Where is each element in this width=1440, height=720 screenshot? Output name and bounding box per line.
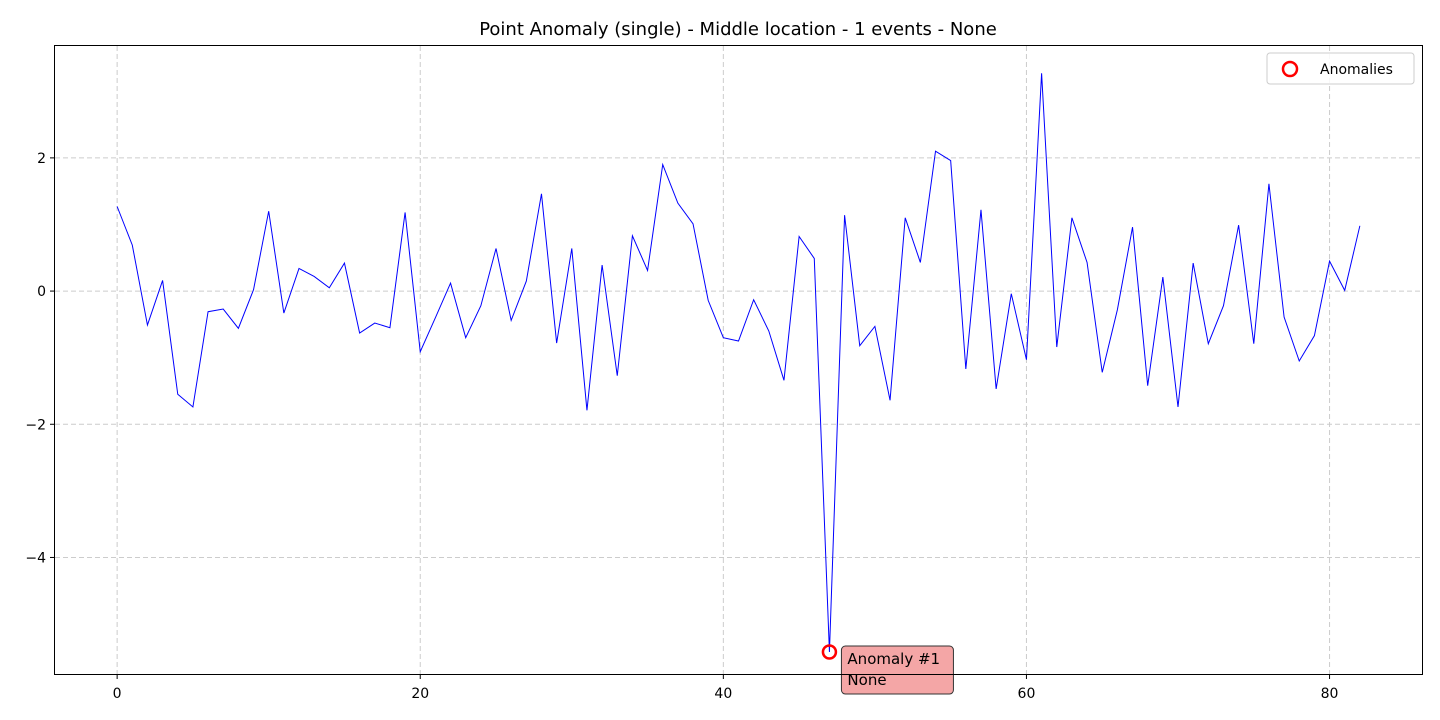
series-group: [116, 73, 1361, 653]
chart-title: Point Anomaly (single) - Middle location…: [479, 19, 997, 40]
series-line: [116, 73, 1361, 653]
y-tick-label: −4: [25, 550, 46, 566]
x-tick-label: 40: [714, 686, 732, 702]
anomaly-annotation-box: [840, 645, 954, 695]
y-tick-label: −2: [25, 417, 46, 433]
legend-label-anomalies: Anomalies: [1320, 62, 1393, 78]
anomaly-annotation-title: Anomaly #1: [847, 650, 940, 668]
legend: Anomalies: [1266, 52, 1415, 85]
y-axis: 2 0 −2 −4: [25, 151, 55, 566]
x-tick-label: 60: [1018, 686, 1036, 702]
grid: [55, 46, 1422, 674]
anomaly-group: Anomaly #1 None: [821, 644, 954, 695]
anomaly-annotation-type: None: [847, 671, 886, 689]
plot-frame: [54, 45, 1423, 675]
x-tick-label: 20: [411, 686, 429, 702]
x-tick-label: 80: [1321, 686, 1339, 702]
y-tick-label: 2: [37, 151, 46, 167]
legend-box: [1266, 52, 1415, 85]
legend-anomaly-marker: [1281, 60, 1299, 78]
anomaly-marker: [821, 644, 838, 660]
x-tick-label: 0: [113, 686, 122, 702]
y-tick-label: 0: [37, 284, 46, 300]
x-axis: 0 20 40 60 80: [113, 674, 1339, 702]
